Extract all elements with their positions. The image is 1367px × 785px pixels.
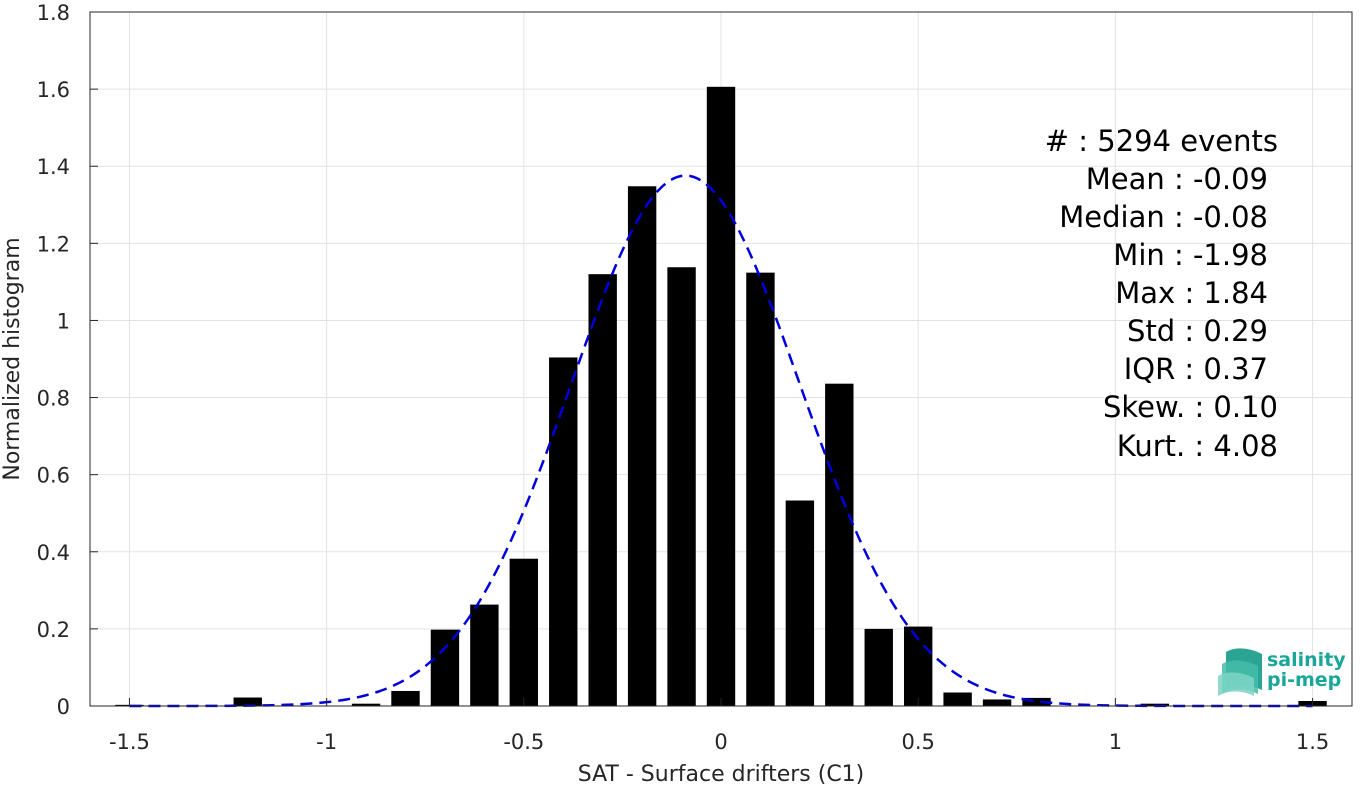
stat-events: # : 5294 events — [1045, 124, 1278, 158]
stat-iqr: IQR : 0.37 — [1124, 352, 1268, 386]
y-tick-label: 0.4 — [37, 541, 70, 565]
y-axis-title: Normalized histogram — [0, 237, 25, 480]
histogram-bar — [825, 383, 854, 706]
histogram-bar — [943, 692, 972, 706]
x-tick-label: 1.5 — [1296, 730, 1329, 754]
histogram-bar — [746, 272, 775, 706]
stat-std: Std : 0.29 — [1127, 314, 1268, 348]
histogram-bar — [706, 86, 736, 706]
stat-max: Max : 1.84 — [1115, 276, 1268, 310]
histogram-bar — [588, 274, 617, 706]
y-tick-label: 1.2 — [37, 232, 70, 256]
statistics-box: # : 5294 events Mean : -0.09 Median : -0… — [1045, 124, 1278, 463]
x-axis-title: SAT - Surface drifters (C1) — [578, 762, 865, 785]
histogram-bar — [430, 629, 460, 706]
x-tick-label: -1.5 — [109, 730, 150, 754]
x-axis-ticks: -1.5 -1 -0.5 0 0.5 1 1.5 — [109, 698, 1329, 754]
y-tick-label: 1.8 — [37, 1, 70, 25]
stat-median: Median : -0.08 — [1059, 200, 1268, 234]
y-tick-label: 0.6 — [37, 464, 70, 488]
histogram-bar — [864, 628, 893, 706]
histogram-bar — [233, 697, 262, 706]
histogram-bar — [351, 703, 381, 706]
histogram-bars — [115, 86, 1327, 706]
y-tick-label: 0 — [57, 695, 70, 719]
stat-min: Min : -1.98 — [1113, 238, 1268, 272]
histogram-bar — [549, 357, 578, 706]
histogram-bar — [391, 690, 420, 706]
histogram-bar — [509, 558, 539, 706]
wave-logo-icon — [1218, 648, 1262, 696]
y-tick-label: 0.2 — [37, 618, 70, 642]
x-tick-label: 0 — [714, 730, 727, 754]
salinity-pi-mep-logo: salinity pi-mep — [1218, 648, 1346, 696]
y-tick-label: 1.4 — [37, 155, 70, 179]
y-tick-label: 0.8 — [37, 387, 70, 411]
histogram-bar — [627, 186, 657, 706]
logo-line-1: salinity — [1267, 649, 1346, 671]
histogram-bar — [470, 604, 499, 706]
stat-mean: Mean : -0.09 — [1086, 162, 1268, 196]
x-tick-label: -0.5 — [503, 730, 544, 754]
histogram-bar — [785, 500, 815, 706]
histogram-bar — [667, 267, 696, 706]
histogram-bar — [1022, 697, 1051, 706]
stat-kurt: Kurt. : 4.08 — [1117, 429, 1278, 463]
y-axis-ticks: 0 0.2 0.4 0.6 0.8 1 1.2 1.4 1.6 1.8 — [37, 1, 98, 719]
stat-skew: Skew. : 0.10 — [1103, 390, 1278, 424]
histogram-bar — [982, 699, 1012, 706]
x-tick-label: 1 — [1109, 730, 1122, 754]
x-tick-label: -1 — [316, 730, 337, 754]
logo-line-2: pi-mep — [1267, 669, 1341, 691]
y-tick-label: 1 — [57, 309, 70, 333]
x-tick-label: 0.5 — [901, 730, 934, 754]
y-tick-label: 1.6 — [37, 78, 70, 102]
